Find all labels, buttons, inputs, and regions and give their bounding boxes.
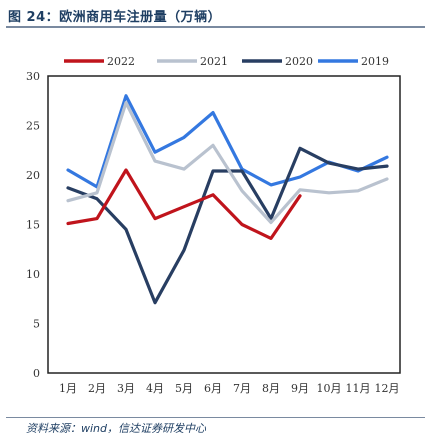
- source-note: 资料来源：wind，信达证券研发中心: [26, 422, 207, 435]
- x-tick-label: 1月: [59, 382, 77, 395]
- legend-label: 2019: [361, 55, 389, 68]
- x-tick-label: 10月: [317, 382, 342, 395]
- x-tick-label: 5月: [175, 382, 193, 395]
- x-tick-label: 6月: [204, 382, 222, 395]
- series-group: [66, 94, 389, 305]
- chart-title: 图 24：欧洲商用车注册量（万辆）: [8, 10, 222, 25]
- legend-label: 2020: [285, 55, 313, 68]
- x-tick-label: 4月: [146, 382, 164, 395]
- plot-frame: [47, 75, 401, 374]
- y-tick-label: 5: [33, 318, 40, 331]
- y-tick-label: 15: [26, 219, 40, 232]
- y-tick-label: 30: [26, 70, 40, 83]
- x-tick-label: 12月: [375, 382, 400, 395]
- x-tick-label: 7月: [233, 382, 251, 395]
- x-tick-label: 11月: [346, 382, 371, 395]
- series-line-2021: [66, 101, 389, 225]
- series-line-2020: [66, 146, 389, 305]
- series-line-2019: [66, 94, 389, 189]
- axes: 0 5 10 15 20 25 30 1月 2月 3月 4月 5月 6月 7月 8月 9月 10月 11月 12月: [26, 70, 401, 395]
- x-tick-label: 9月: [291, 382, 309, 395]
- x-tick-label: 3月: [117, 382, 135, 395]
- title-divider: [6, 26, 425, 28]
- x-tick-label: 8月: [262, 382, 280, 395]
- series-line-2022: [66, 168, 302, 240]
- y-tick-label: 0: [33, 367, 40, 380]
- x-tick-label: 2月: [88, 382, 106, 395]
- y-tick-label: 10: [26, 268, 40, 281]
- legend-label: 2022: [107, 55, 135, 68]
- legend-label: 2021: [200, 55, 228, 68]
- legend: 2022 2021 2020 2019: [64, 55, 389, 68]
- y-tick-label: 25: [26, 120, 40, 133]
- y-tick-label: 20: [26, 169, 40, 182]
- footer-divider: [6, 417, 425, 418]
